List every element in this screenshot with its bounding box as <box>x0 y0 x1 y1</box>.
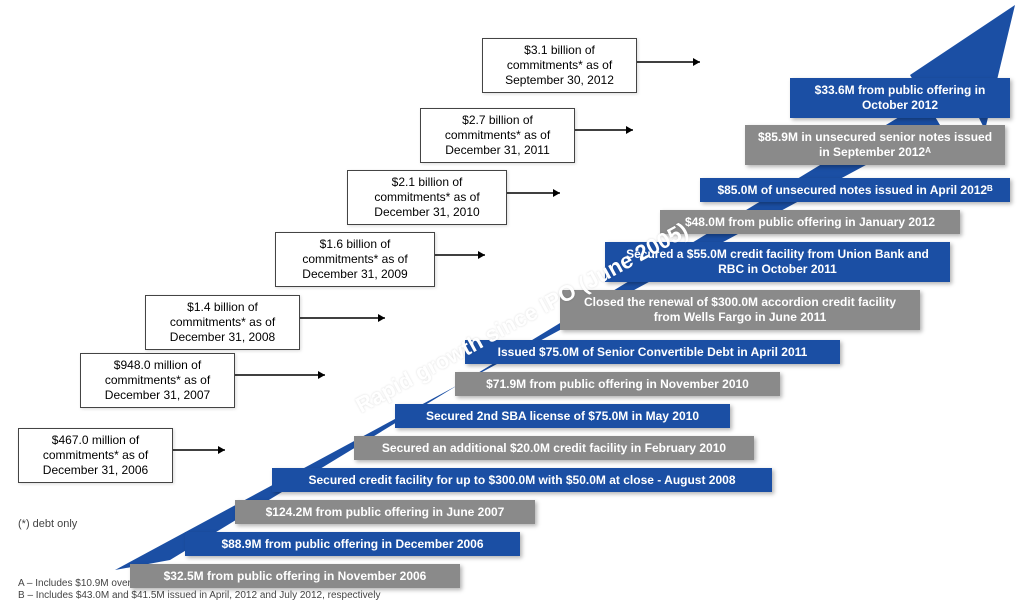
connector-5 <box>235 369 333 381</box>
event-bar-8: Secured 2nd SBA license of $75.0M in May… <box>395 404 730 428</box>
milestone-box-6: $467.0 million of commitments* as of Dec… <box>18 428 173 483</box>
event-bar-6: Issued $75.0M of Senior Convertible Debt… <box>465 340 840 364</box>
event-bar-2: $85.0M of unsecured notes issued in Apri… <box>700 178 1010 202</box>
connector-1 <box>575 124 641 136</box>
footnote-b: B – Includes $43.0M and $41.5M issued in… <box>18 590 380 601</box>
event-bar-4: Secured a $55.0M credit facility from Un… <box>605 242 950 282</box>
milestone-box-4: $1.4 billion of commitments* as of Decem… <box>145 295 300 350</box>
event-bar-3: $48.0M from public offering in January 2… <box>660 210 960 234</box>
connector-4 <box>300 312 393 324</box>
event-bar-10: Secured credit facility for up to $300.0… <box>272 468 772 492</box>
connector-2 <box>507 187 568 199</box>
milestone-box-0: $3.1 billion of commitments* as of Septe… <box>482 38 637 93</box>
connector-3 <box>435 249 493 261</box>
note-debt-only: (*) debt only <box>18 518 77 530</box>
event-bar-11: $124.2M from public offering in June 200… <box>235 500 535 524</box>
milestone-box-5: $948.0 million of commitments* as of Dec… <box>80 353 235 408</box>
event-bar-9: Secured an additional $20.0M credit faci… <box>354 436 754 460</box>
event-bar-13: $32.5M from public offering in November … <box>130 564 460 588</box>
milestone-box-1: $2.7 billion of commitments* as of Decem… <box>420 108 575 163</box>
event-bar-12: $88.9M from public offering in December … <box>185 532 520 556</box>
milestone-box-3: $1.6 billion of commitments* as of Decem… <box>275 232 435 287</box>
event-bar-7: $71.9M from public offering in November … <box>455 372 780 396</box>
event-bar-0: $33.6M from public offering in October 2… <box>790 78 1010 118</box>
connector-6 <box>173 444 233 456</box>
event-bar-5: Closed the renewal of $300.0M accordion … <box>560 290 920 330</box>
connector-0 <box>637 56 708 68</box>
diagram-canvas: Rapid growth since IPO (June 2005) (*) d… <box>0 0 1024 593</box>
event-bar-1: $85.9M in unsecured senior notes issued … <box>745 125 1005 165</box>
milestone-box-2: $2.1 billion of commitments* as of Decem… <box>347 170 507 225</box>
